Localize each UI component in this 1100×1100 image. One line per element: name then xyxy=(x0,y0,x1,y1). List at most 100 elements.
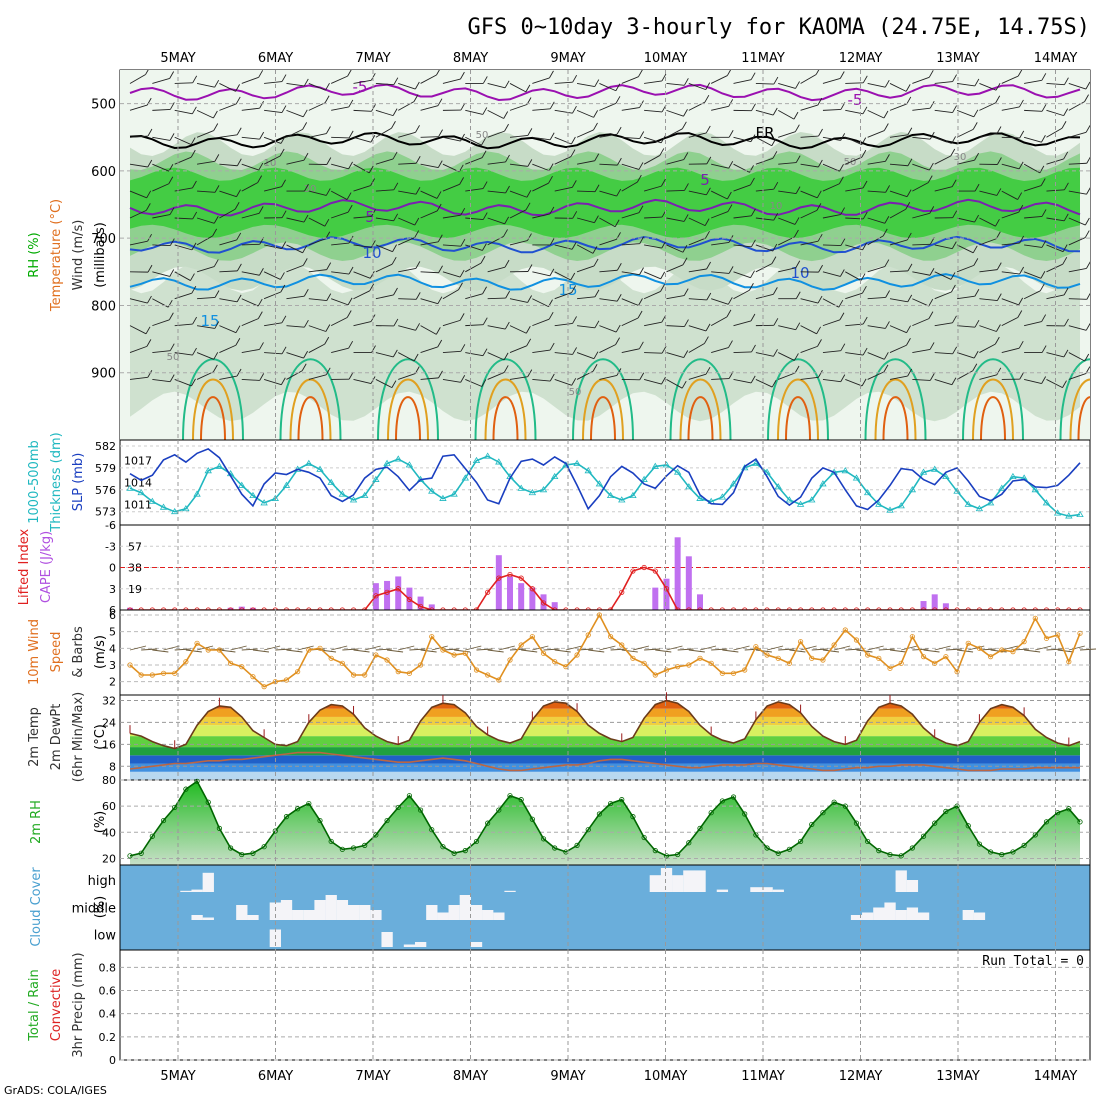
side-label-temp2m: (6hr Min/Max) xyxy=(71,692,86,782)
cloud-cell xyxy=(347,905,360,920)
wind-barb xyxy=(778,190,797,195)
wind-barb xyxy=(979,298,998,302)
wind-barb-flag xyxy=(527,128,533,136)
rh-line-point xyxy=(406,793,413,799)
wind-barb xyxy=(398,237,415,246)
wind-barb-flag xyxy=(795,81,800,89)
wind10-barb xyxy=(331,645,348,651)
wind10-speed-line-point xyxy=(887,665,893,671)
cloud-cell xyxy=(381,932,393,947)
wind10-barb xyxy=(901,645,918,651)
wind-barb-flag xyxy=(862,347,868,356)
wind-barb-flag xyxy=(371,104,376,112)
wind-barb xyxy=(956,83,975,87)
wind-barb xyxy=(643,185,662,192)
cape-tick-label: 57 xyxy=(128,540,142,553)
wind-barb-flag xyxy=(169,343,175,351)
rh-line-point xyxy=(652,848,658,854)
wind-barb xyxy=(331,347,349,353)
wind-barb-flag xyxy=(303,214,309,223)
wind-barb-flag xyxy=(1085,125,1090,133)
wind10-speed-line-point xyxy=(932,660,938,666)
wind-barb xyxy=(197,190,216,193)
rh-line-point xyxy=(518,797,524,803)
side-label-cloud: Cloud Cover xyxy=(29,867,44,947)
wind-barb-flag xyxy=(706,156,712,165)
wind-barb xyxy=(710,190,728,200)
wind10-barb xyxy=(554,649,571,653)
wind-barb-flag xyxy=(480,255,486,264)
wind-barb xyxy=(1068,237,1086,246)
day-label-top: 10MAY xyxy=(644,51,688,66)
wind-barb-flag xyxy=(659,148,665,156)
rh-line-point xyxy=(149,833,155,839)
wind-barb xyxy=(867,217,885,224)
wind-barb xyxy=(286,109,304,118)
wind10-speed-line-point xyxy=(362,672,368,678)
thickness-line-point xyxy=(998,484,1006,491)
wind-barb xyxy=(666,325,685,328)
cloud-cell xyxy=(761,887,773,892)
wind-barb-flag xyxy=(817,233,823,242)
thickness-tick-label: 579 xyxy=(95,462,116,475)
wind-barb-flag xyxy=(1019,371,1025,380)
rh-line-point xyxy=(574,842,580,848)
thickness-line-point xyxy=(662,461,671,468)
thickness-line-point xyxy=(808,496,816,503)
isotherm-20 xyxy=(182,358,244,440)
wind-barb-flag xyxy=(190,137,196,145)
wind-barb-flag xyxy=(660,135,666,144)
cloud-cell xyxy=(660,868,673,892)
wind-barb-flag xyxy=(213,123,219,131)
wind-barb xyxy=(420,298,439,305)
wind-barb xyxy=(1024,379,1042,384)
wind-barb xyxy=(554,81,573,84)
isotherm-25 xyxy=(777,378,819,440)
cape-bar xyxy=(249,607,256,610)
rh-line-point xyxy=(820,810,826,816)
wind-barb xyxy=(219,325,237,334)
wind-barb-flag xyxy=(862,285,867,294)
wind-barb-flag xyxy=(236,158,242,166)
wind-barb xyxy=(755,136,772,147)
wind-barb-flag xyxy=(391,121,396,129)
wind-barb xyxy=(174,136,192,146)
side-label-temp2m: 2m Temp xyxy=(27,707,42,767)
wind-barb xyxy=(465,324,484,327)
wind-barb xyxy=(599,344,616,353)
wind-barb xyxy=(822,136,841,141)
wind10-speed-line-point xyxy=(786,660,793,666)
wind-barb-flag xyxy=(391,380,397,388)
wind-barb xyxy=(912,271,931,276)
wind-barb xyxy=(331,106,349,111)
wind-barb-flag xyxy=(1041,376,1047,384)
wind-barb-flag xyxy=(793,111,799,120)
wind-barb xyxy=(286,352,304,359)
wind-barb-flag xyxy=(571,136,576,145)
wind-barb xyxy=(643,136,662,144)
wind-barb-flag xyxy=(1039,165,1045,174)
wind-barb-flag xyxy=(482,317,488,325)
wind-barb xyxy=(621,348,640,353)
wind-barb xyxy=(666,352,684,358)
precip-tick-label: 0.8 xyxy=(99,961,117,974)
wind10-barb xyxy=(129,645,147,651)
wind-barb-flag xyxy=(995,231,1001,239)
wind-barb-flag xyxy=(324,336,330,345)
wind-barb xyxy=(644,80,663,84)
wind-barb xyxy=(934,186,953,192)
wind-barb xyxy=(755,352,774,357)
isotherm-25 xyxy=(1069,378,1090,440)
wind-barb xyxy=(577,325,595,329)
wind-barb-flag xyxy=(281,74,287,82)
wind-barb xyxy=(1001,242,1020,246)
wind-barb xyxy=(912,182,929,192)
wind-barb xyxy=(666,128,683,138)
wind-barb-flag xyxy=(882,228,888,237)
wind-barb xyxy=(196,109,214,119)
wind-barb-flag xyxy=(751,239,756,248)
wind10-speed-line-point xyxy=(708,660,714,666)
wind-barb-flag xyxy=(639,236,645,244)
wind-barb-flag xyxy=(168,163,174,172)
wind-barb-flag xyxy=(169,238,175,246)
